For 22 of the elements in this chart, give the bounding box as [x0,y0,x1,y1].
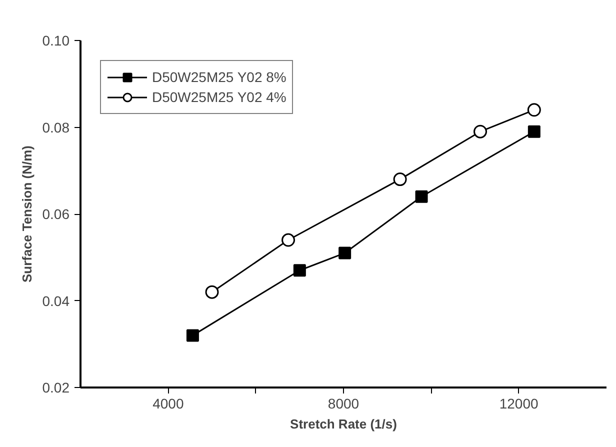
point [528,125,540,138]
point [338,246,352,260]
point [415,190,428,203]
y-tick-label: 0.06 [42,206,70,222]
x-tick-label: 4000 [152,396,184,412]
point [393,172,407,186]
point [205,285,219,299]
point [474,124,488,138]
x-tick-label: 12000 [499,396,539,412]
x-axis-title: Stretch Rate (1/s) [290,416,397,432]
x-tick-label: 8000 [328,396,360,412]
legend-label: D50W25M25 Y02 4% [152,89,286,105]
point [293,264,306,277]
y-tick-label: 0.10 [42,32,70,48]
y-tick-label: 0.04 [42,292,70,309]
y-axis-title: Surface Tension (N/m) [19,145,34,282]
point [527,103,541,117]
point [282,233,296,247]
y-tick-label: 0.02 [42,380,70,396]
y-tick-label: 0.08 [42,119,70,136]
legend-label: D50W25M25 Y02 8% [152,69,286,85]
point [186,329,199,342]
